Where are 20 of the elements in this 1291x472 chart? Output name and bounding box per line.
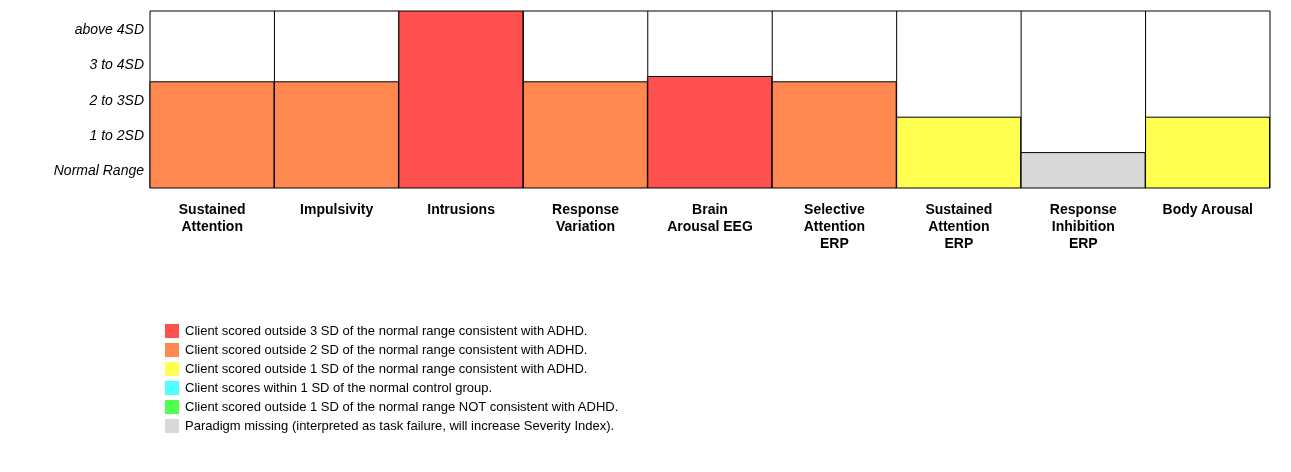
x-tick-label: Response Inhibition ERP xyxy=(1049,201,1117,251)
legend-label: Paradigm missing (interpreted as task failure, will increase Severity Index). xyxy=(185,418,615,434)
text: 3 to 4SD xyxy=(89,55,144,74)
legend-label: Client scored outside 2 SD of the normal range consistent with ADHD. xyxy=(185,342,588,358)
x-tick-label: Brain Arousal EEG xyxy=(667,201,753,234)
text: 1 to 2SD xyxy=(89,125,144,144)
legend-label: Client scored outside 1 SD of the normal range NOT consistent with ADHD. xyxy=(185,399,619,415)
legend-label: Client scored outside 3 SD of the normal range consistent with ADHD. xyxy=(185,323,588,339)
x-tick-label: Impulsivity xyxy=(300,201,374,217)
x-tick-label: Body Arousal xyxy=(1162,201,1254,217)
text: Normal Range xyxy=(53,161,144,180)
text: above 4SD xyxy=(74,19,144,38)
x-tick-label: Selective Attention ERP xyxy=(803,201,866,251)
x-tick-label: Intrusions xyxy=(427,201,496,217)
text: 2 to 3SD xyxy=(89,90,144,109)
legend-label: Client scores within 1 SD of the normal control group. xyxy=(185,380,493,396)
legend-label: Client scored outside 1 SD of the normal range consistent with ADHD. xyxy=(185,361,588,377)
x-tick-label: Sustained Attention ERP xyxy=(925,201,993,251)
x-tick-label: Response Variation xyxy=(552,201,620,234)
x-tick-label: Sustained Attention xyxy=(178,201,246,234)
